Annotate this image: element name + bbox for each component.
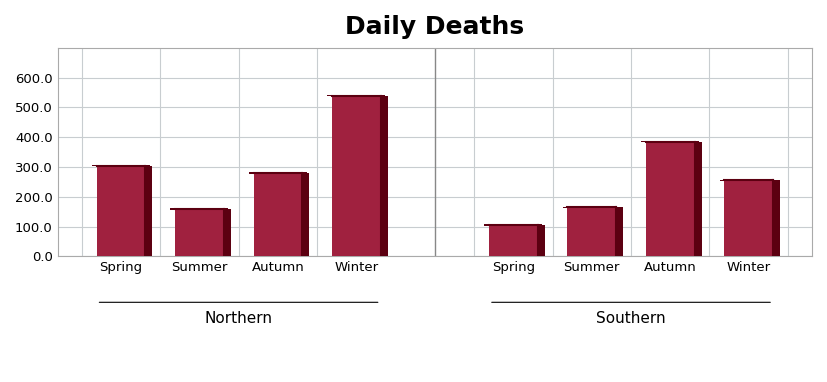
Bar bbox=[692, 142, 701, 256]
Bar bbox=[327, 95, 385, 96]
Bar bbox=[175, 209, 223, 256]
Bar bbox=[378, 96, 388, 256]
Bar bbox=[489, 225, 538, 256]
Bar bbox=[254, 173, 302, 256]
Bar bbox=[646, 142, 695, 256]
Title: Daily Deaths: Daily Deaths bbox=[345, 15, 524, 39]
Bar bbox=[175, 209, 223, 256]
Bar bbox=[771, 180, 780, 256]
Bar bbox=[614, 207, 624, 256]
Bar bbox=[254, 173, 302, 256]
Text: Northern: Northern bbox=[204, 311, 273, 325]
Bar bbox=[143, 165, 152, 256]
Bar bbox=[724, 180, 773, 256]
Bar bbox=[92, 165, 150, 166]
Bar bbox=[567, 207, 616, 256]
Bar bbox=[641, 141, 700, 142]
Bar bbox=[97, 165, 146, 256]
Bar bbox=[97, 165, 146, 256]
Bar bbox=[562, 207, 621, 208]
Bar bbox=[249, 172, 307, 174]
Bar bbox=[719, 180, 777, 181]
Bar bbox=[332, 96, 380, 256]
Bar bbox=[222, 209, 231, 256]
Bar bbox=[332, 96, 380, 256]
Bar bbox=[535, 225, 545, 256]
Bar bbox=[646, 142, 695, 256]
Bar bbox=[485, 224, 543, 226]
Text: Southern: Southern bbox=[596, 311, 666, 325]
Bar bbox=[170, 208, 228, 209]
Bar bbox=[489, 225, 538, 256]
Bar bbox=[567, 207, 616, 256]
Bar bbox=[300, 173, 309, 256]
Bar bbox=[724, 180, 773, 256]
